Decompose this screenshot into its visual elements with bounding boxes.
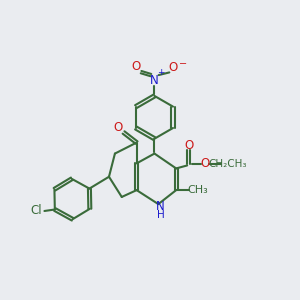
Text: O: O [200, 158, 209, 170]
Text: +: + [157, 68, 165, 76]
Text: O: O [131, 60, 140, 73]
Text: H: H [157, 210, 165, 220]
Text: O: O [169, 61, 178, 74]
Text: O: O [114, 121, 123, 134]
Text: CH₃: CH₃ [187, 185, 208, 195]
Text: O: O [184, 139, 193, 152]
Text: N: N [156, 200, 165, 213]
Text: −: − [179, 58, 187, 68]
Text: CH₂CH₃: CH₂CH₃ [208, 159, 247, 169]
Text: N: N [150, 74, 159, 87]
Text: Cl: Cl [31, 204, 42, 217]
